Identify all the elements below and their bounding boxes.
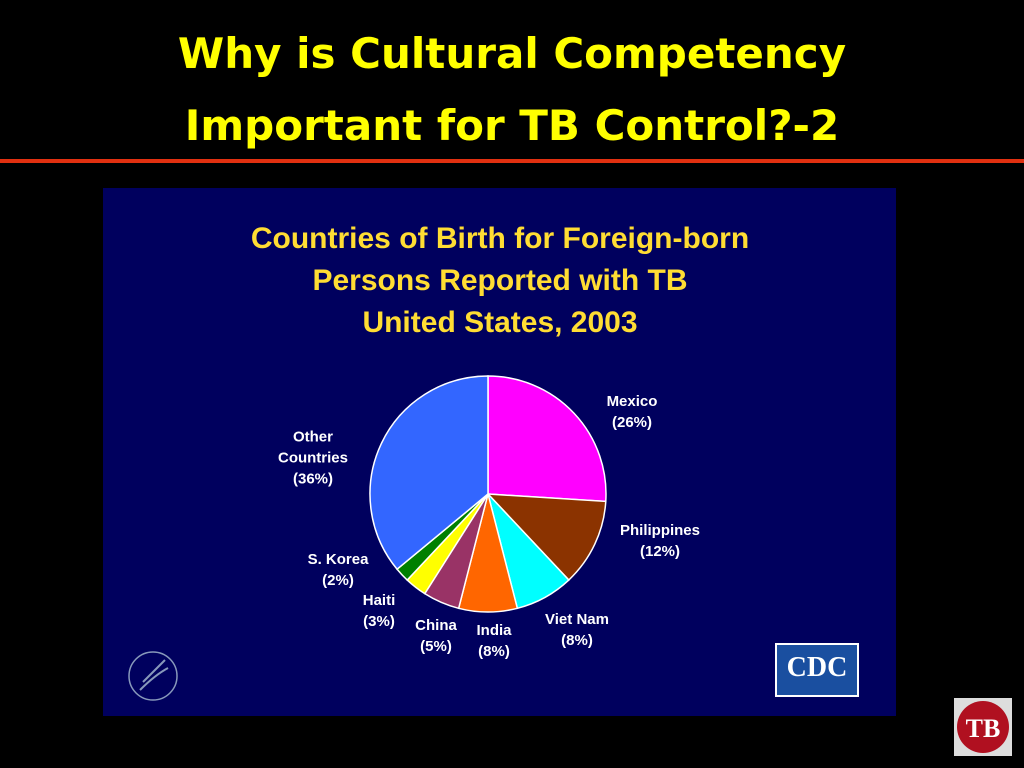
- category-label: Viet Nam: [545, 611, 609, 628]
- tb-logo-text: TB: [966, 714, 1001, 743]
- value-label: (12%): [639, 543, 680, 560]
- hhs-logo-mark: [139, 659, 169, 691]
- slice-label: Haiti (3%): [324, 590, 434, 632]
- cdc-logo: [775, 643, 859, 697]
- category-label: S. Korea: [307, 551, 369, 568]
- value-label: (36%): [292, 470, 333, 488]
- slice-label: S. Korea (2%): [283, 549, 393, 591]
- pie-slice: [487, 375, 607, 503]
- category-label: India: [476, 622, 512, 639]
- pie-slice: [486, 493, 607, 582]
- slice-label: China (5%): [381, 615, 491, 657]
- slice-label: India (8%): [439, 620, 549, 662]
- category-label: China: [415, 617, 457, 634]
- pie: [369, 375, 607, 613]
- value-label: (5%): [420, 638, 452, 655]
- category-label: Haiti: [362, 592, 396, 609]
- category-label: Philippines: [619, 522, 700, 539]
- slice-label: Other Countries (36%): [268, 427, 358, 490]
- hhs-logo: [128, 651, 178, 701]
- slide-title: Why is Cultural Competency: [178, 29, 846, 78]
- category-label: Mexico: [606, 393, 658, 410]
- slice-label: Viet Nam (8%): [522, 609, 632, 651]
- cdc-logo-text: CDC: [787, 652, 848, 683]
- chart-title: Countries of Birth for Foreign-born: [251, 222, 749, 255]
- chart-title: United States, 2003: [362, 306, 637, 339]
- value-label: (26%): [611, 414, 652, 431]
- category-label: Other Countries: [277, 428, 348, 467]
- value-label: (8%): [561, 632, 593, 649]
- divider: [0, 159, 1024, 163]
- pie-slice: [369, 375, 489, 571]
- chart-title: Persons Reported with TB: [312, 264, 687, 297]
- value-label: (8%): [478, 643, 510, 660]
- slice-label: Mexico (26%): [577, 391, 687, 433]
- slice-label: Philippines (12%): [605, 520, 715, 562]
- value-label: (3%): [363, 613, 395, 630]
- value-label: (2%): [322, 572, 354, 589]
- tb-logo-circle: [957, 701, 1009, 753]
- slide-title: Important for TB Control?-2: [185, 101, 839, 150]
